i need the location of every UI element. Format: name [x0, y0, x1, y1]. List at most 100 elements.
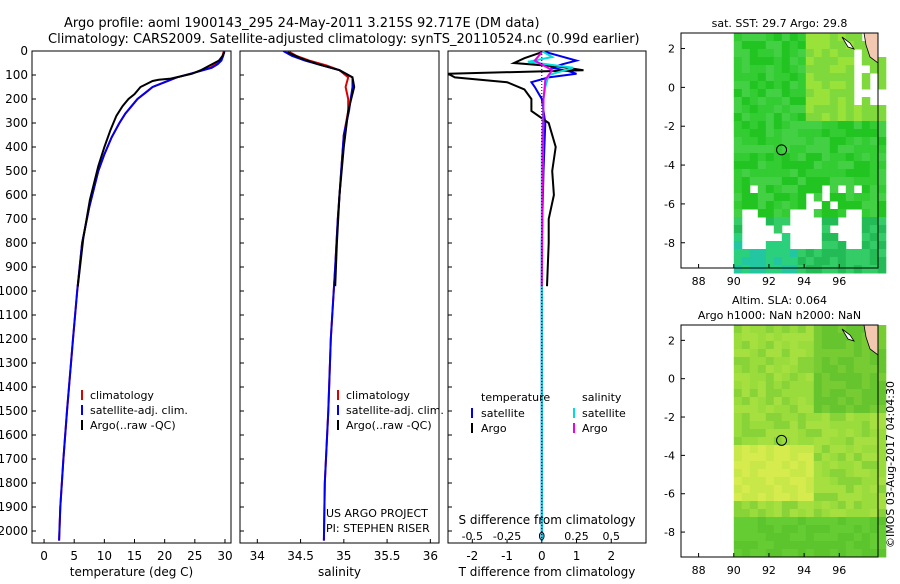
- legend-label: satellite: [481, 407, 525, 420]
- legend-title: salinity: [582, 391, 622, 404]
- title-line-2: Climatology: CARS2009. Satellite-adjuste…: [48, 32, 640, 47]
- map-y-tick-label: -2: [664, 411, 675, 424]
- sst-field: [733, 33, 887, 274]
- series-line-salinity-satellite: [527, 51, 574, 541]
- map-x-tick-label: 94: [797, 564, 811, 577]
- map-y-tick-label: 0: [668, 373, 675, 386]
- panel-sal: 34 34.5 35 35.5 36 salinity climatology satelli…: [239, 50, 444, 579]
- legend-label: satellite-adj. clim.: [346, 404, 444, 417]
- island-outline: [841, 36, 855, 50]
- panel-temp: 0100200300400500600700800900100011001200…: [0, 44, 233, 579]
- y-tick-label: 1900: [0, 500, 28, 514]
- y-tick-label: 300: [5, 116, 28, 130]
- map-x-tick-label: 94: [797, 275, 811, 288]
- island-outline: [841, 328, 855, 342]
- series-line-salinity-argo: [533, 51, 554, 287]
- panel-frame-temp: [31, 50, 232, 544]
- float-position-marker: [776, 144, 788, 156]
- x-tick-label: 36: [423, 549, 438, 563]
- series-line-temperature-argo: [448, 51, 584, 287]
- y-tick-label: 1600: [0, 428, 28, 442]
- secondary-axis-label: S difference from climatology: [459, 513, 636, 527]
- map-x-tick-label: 90: [727, 275, 741, 288]
- map-y-tick-label: -2: [664, 120, 675, 133]
- legend-label: climatology: [346, 389, 410, 402]
- x-tick-label: 35: [336, 549, 351, 563]
- y-tick-label: 0: [20, 44, 28, 58]
- series-line-argo-raw-qc-: [287, 51, 356, 287]
- x-tick-label: 34: [250, 549, 265, 563]
- map-title: sat. SST: 29.7 Argo: 29.8: [712, 17, 848, 30]
- project-annotation: US ARGO PROJECT: [326, 507, 428, 520]
- x-tick-label: 20: [157, 549, 172, 563]
- map-x-tick-label: 88: [692, 564, 706, 577]
- secondary-tick-label: -0.25: [493, 530, 521, 543]
- map-sla_map: 88 90 92 94 96 2 0 -2 -4 -6 -8 Altim. SLA: 0.064 Arg…: [664, 294, 887, 577]
- y-tick-label: 1200: [0, 332, 28, 346]
- x-tick-label: 2: [607, 549, 615, 563]
- y-tick-label: 400: [5, 140, 28, 154]
- map-y-tick-label: -6: [664, 198, 675, 211]
- map-frame: [680, 32, 879, 269]
- legend-label: satellite-adj. clim.: [90, 404, 188, 417]
- x-tick-label: 35.5: [374, 549, 401, 563]
- x-axis-label: T difference from climatology: [458, 565, 636, 579]
- sla-field: [733, 325, 887, 558]
- footer-stamp: ©IMOS 03-Aug-2017 04:04:30: [884, 381, 897, 548]
- map-y-tick-label: -4: [664, 449, 675, 462]
- x-tick-label: 0: [538, 549, 546, 563]
- y-tick-label: 800: [5, 236, 28, 250]
- map-x-tick-label: 96: [832, 564, 846, 577]
- series-line-satellite-adj-clim-: [282, 51, 354, 541]
- y-tick-label: 100: [5, 68, 28, 82]
- secondary-tick-label: 0.5: [603, 530, 621, 543]
- project-annotation: PI: STEPHEN RISER: [326, 522, 430, 535]
- y-tick-label: 1100: [0, 308, 28, 322]
- y-tick-label: 1400: [0, 380, 28, 394]
- x-tick-label: 30: [217, 549, 232, 563]
- map-x-tick-label: 88: [692, 275, 706, 288]
- map-x-tick-label: 92: [762, 275, 776, 288]
- legend-label: Argo: [481, 422, 507, 435]
- legend-label: climatology: [90, 389, 154, 402]
- x-tick-label: 1: [573, 549, 581, 563]
- series-line-temperature-satellite: [529, 51, 581, 541]
- series-line-climatology: [58, 51, 225, 541]
- x-tick-label: 15: [127, 549, 142, 563]
- title-line-1: Argo profile: aoml 1900143_295 24-May-20…: [64, 16, 540, 31]
- panel-frame-diff: [447, 50, 647, 544]
- series-line-climatology: [287, 51, 350, 541]
- map-x-tick-label: 96: [832, 275, 846, 288]
- map-x-tick-label: 92: [762, 564, 776, 577]
- y-tick-label: 1500: [0, 404, 28, 418]
- map-x-tick-label: 90: [727, 564, 741, 577]
- legend-label: Argo(..raw -QC): [90, 419, 176, 432]
- legend-label: satellite: [582, 407, 626, 420]
- series-line-satellite-adj-clim-: [58, 51, 226, 541]
- map-frame: [680, 324, 879, 558]
- series-line-argo-raw-qc-: [76, 51, 226, 287]
- y-tick-label: 600: [5, 188, 28, 202]
- map-panels: 88 90 92 94 96 2 0 -2 -4 -6 -8 sat. SST: 29.7 Argo:…: [664, 17, 887, 577]
- map-y-tick-label: 2: [668, 43, 675, 56]
- map-y-tick-label: -6: [664, 488, 675, 501]
- float-position-marker: [776, 434, 788, 446]
- secondary-tick-label: -0.5: [462, 530, 483, 543]
- legend-title: temperature: [481, 391, 550, 404]
- y-tick-label: 700: [5, 212, 28, 226]
- x-tick-label: 5: [70, 549, 78, 563]
- x-tick-label: 34.5: [287, 549, 314, 563]
- y-tick-label: 1300: [0, 356, 28, 370]
- map-title: Argo h1000: NaN h2000: NaN: [698, 309, 861, 322]
- map-y-tick-label: -4: [664, 159, 675, 172]
- map-title: Altim. SLA: 0.064: [732, 294, 827, 307]
- legend-label: Argo: [582, 422, 608, 435]
- x-tick-label: -2: [466, 549, 478, 563]
- x-tick-label: 25: [187, 549, 202, 563]
- x-tick-label: -1: [501, 549, 513, 563]
- y-tick-label: 1700: [0, 452, 28, 466]
- y-tick-label: 900: [5, 260, 28, 274]
- profile-panels: 0100200300400500600700800900100011001200…: [0, 44, 647, 579]
